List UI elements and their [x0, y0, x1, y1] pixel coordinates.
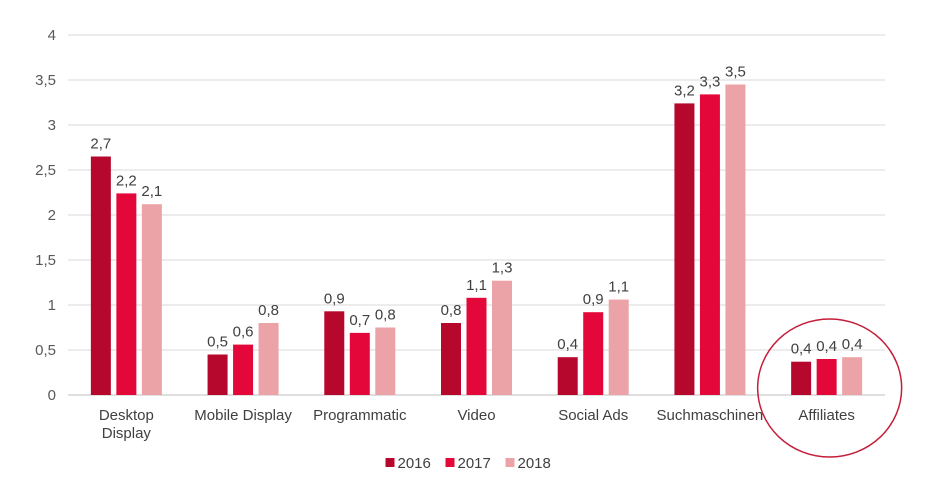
- category-label: Mobile Display: [194, 407, 292, 424]
- data-label: 0,8: [375, 307, 396, 324]
- legend: 2016 2017 2018: [385, 455, 551, 472]
- y-tick-label: 3,5: [35, 72, 56, 89]
- category-label: Display: [102, 425, 152, 442]
- data-label: 0,5: [207, 334, 228, 351]
- legend-swatch: [445, 458, 455, 467]
- bar-2016: [207, 354, 228, 395]
- bar-2016: [557, 357, 578, 395]
- bars: [90, 84, 863, 396]
- y-tick-label: 1,5: [35, 252, 56, 269]
- bar-2016: [441, 323, 461, 395]
- bar-2018: [842, 357, 863, 395]
- data-label: 3,3: [699, 73, 720, 90]
- bar-2016: [90, 156, 111, 395]
- gridlines: [68, 34, 885, 396]
- category-label: Affiliates: [798, 407, 854, 424]
- data-label: 0,7: [349, 312, 370, 329]
- data-label: 2,2: [116, 172, 137, 189]
- bar-2017: [349, 332, 370, 395]
- y-tick-label: 4: [48, 27, 56, 44]
- legend-swatch: [385, 458, 395, 467]
- data-labels: 2,72,22,10,50,60,80,90,7 0,8 0,81,11,30,40…: [90, 64, 862, 358]
- bar-2017: [583, 312, 604, 395]
- bar-2017: [116, 193, 137, 395]
- category-label: Desktop: [99, 407, 154, 424]
- bar-2018: [608, 299, 629, 395]
- data-label: 0,4: [791, 341, 812, 358]
- category-label: Social Ads: [558, 407, 628, 424]
- y-tick-label: 0: [48, 387, 56, 404]
- data-label: 1,1: [608, 279, 629, 296]
- bar-2017: [466, 297, 487, 395]
- y-tick-label: 0,5: [35, 342, 56, 359]
- y-tick-label: 3: [48, 117, 56, 134]
- legend-label: 2016: [398, 455, 431, 472]
- highlight-circle: [756, 318, 903, 458]
- bar-2016: [674, 103, 695, 396]
- data-label: 0,9: [324, 290, 345, 307]
- bar-2018: [141, 204, 162, 395]
- data-label: 2,1: [141, 183, 162, 200]
- bar-2018: [375, 327, 396, 395]
- highlight-circle-shape: [756, 318, 903, 458]
- data-label: 1,1: [466, 277, 487, 294]
- y-tick-label: 2: [48, 207, 56, 224]
- data-label: 0,4: [557, 336, 578, 353]
- bar-2018: [258, 323, 279, 395]
- data-label: 3,5: [725, 64, 746, 81]
- data-label: 0,4: [842, 336, 863, 353]
- data-label: 2,7: [90, 136, 111, 153]
- legend-label: 2018: [518, 455, 551, 472]
- bar-2017: [233, 344, 254, 395]
- bar-2017: [816, 359, 837, 395]
- data-label: 1,3: [492, 260, 513, 277]
- y-tick-label: 2,5: [35, 162, 56, 179]
- category-label: Video: [457, 407, 495, 424]
- bar-2017: [699, 94, 720, 396]
- data-label: 0,9: [583, 291, 604, 308]
- category-label: Programmatic: [313, 407, 407, 424]
- y-tick-label: 1: [48, 297, 56, 314]
- bar-2016: [791, 361, 812, 395]
- bar-2018: [725, 84, 746, 395]
- bar-2018: [492, 280, 512, 395]
- data-label: 0,8: [258, 302, 279, 319]
- data-label: 0,6: [233, 324, 254, 341]
- data-label: 0,8: [441, 302, 462, 319]
- category-label: Suchmaschinen: [657, 407, 764, 424]
- legend-swatch: [505, 458, 515, 467]
- y-axis-ticks: 0 0,5 1 1,5 2 2,5 3 3,5 4: [35, 27, 56, 404]
- data-label: 3,2: [674, 82, 695, 99]
- data-label: 0,4: [816, 338, 837, 355]
- legend-label: 2017: [458, 455, 491, 472]
- bar-2016: [324, 311, 345, 395]
